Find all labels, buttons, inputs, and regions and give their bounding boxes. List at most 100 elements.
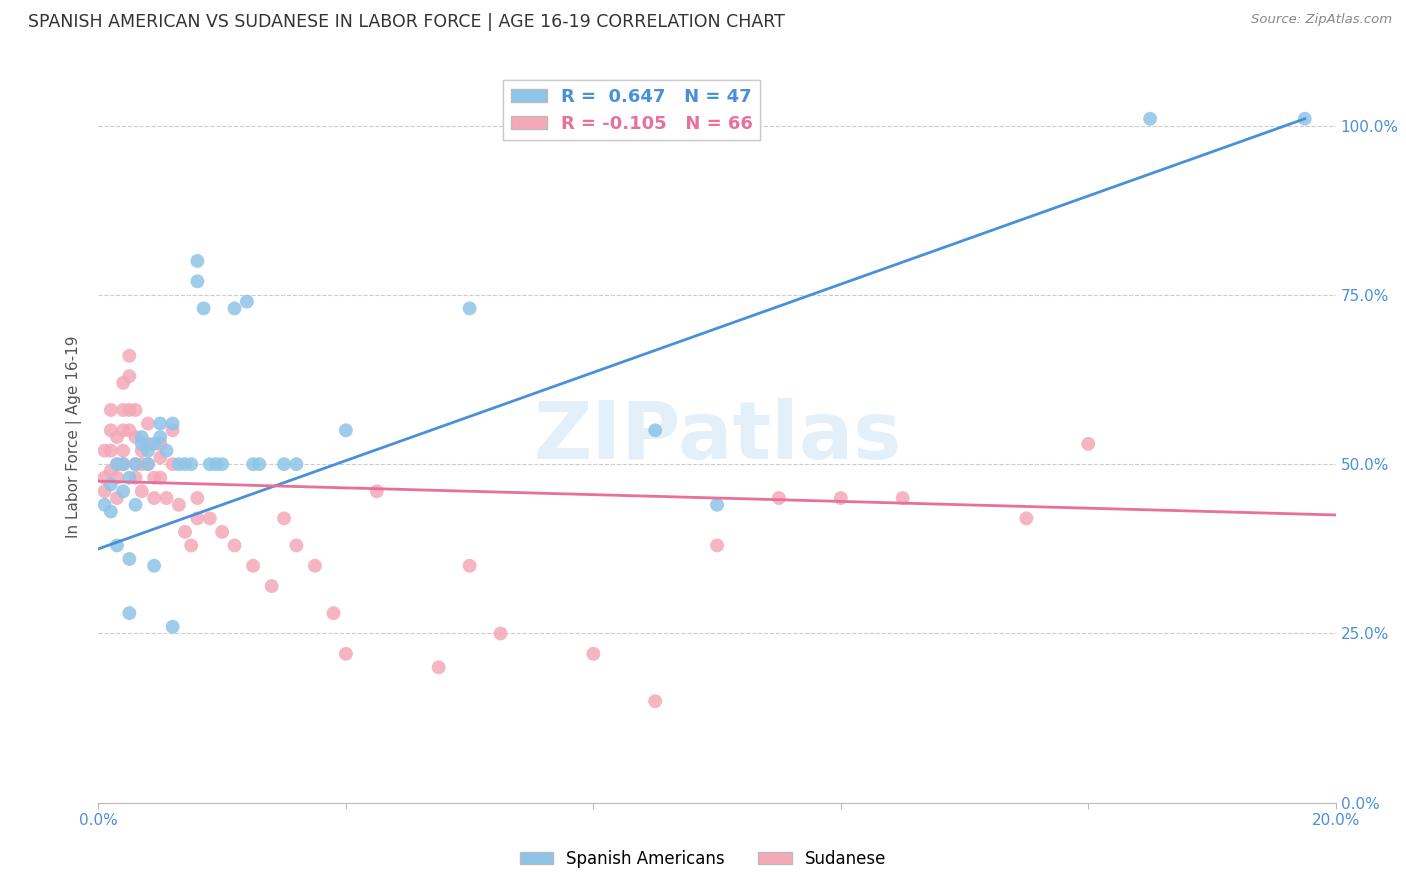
Point xyxy=(427,660,450,674)
Point xyxy=(124,498,146,512)
Point xyxy=(118,552,141,566)
Point xyxy=(224,301,246,316)
Point xyxy=(162,417,184,431)
Point xyxy=(143,491,166,505)
Point xyxy=(242,457,264,471)
Point xyxy=(489,626,512,640)
Point xyxy=(112,484,135,499)
Y-axis label: In Labor Force | Age 16-19: In Labor Force | Age 16-19 xyxy=(66,335,83,539)
Point xyxy=(105,491,128,505)
Point xyxy=(100,464,122,478)
Point xyxy=(186,254,208,268)
Point xyxy=(155,443,177,458)
Point xyxy=(131,484,153,499)
Point xyxy=(105,538,128,552)
Point xyxy=(124,457,146,471)
Point xyxy=(118,471,141,485)
Point xyxy=(136,437,159,451)
Point xyxy=(768,491,790,505)
Point xyxy=(131,430,153,444)
Point xyxy=(112,403,135,417)
Point xyxy=(180,538,202,552)
Point xyxy=(112,457,135,471)
Legend: R =  0.647   N = 47, R = -0.105   N = 66: R = 0.647 N = 47, R = -0.105 N = 66 xyxy=(503,80,761,140)
Point xyxy=(162,620,184,634)
Point xyxy=(644,694,666,708)
Point xyxy=(830,491,852,505)
Point xyxy=(273,511,295,525)
Point xyxy=(93,471,115,485)
Point xyxy=(100,423,122,437)
Point xyxy=(1077,437,1099,451)
Point xyxy=(118,606,141,620)
Point xyxy=(149,450,172,465)
Point xyxy=(155,491,177,505)
Point xyxy=(891,491,914,505)
Point xyxy=(162,457,184,471)
Point xyxy=(1139,112,1161,126)
Point xyxy=(224,538,246,552)
Point xyxy=(198,511,221,525)
Text: SPANISH AMERICAN VS SUDANESE IN LABOR FORCE | AGE 16-19 CORRELATION CHART: SPANISH AMERICAN VS SUDANESE IN LABOR FO… xyxy=(28,13,785,31)
Point xyxy=(100,443,122,458)
Point xyxy=(706,538,728,552)
Point xyxy=(124,403,146,417)
Point xyxy=(458,558,481,573)
Point xyxy=(93,484,115,499)
Point xyxy=(458,301,481,316)
Point xyxy=(136,443,159,458)
Point xyxy=(167,498,190,512)
Point xyxy=(335,647,357,661)
Point xyxy=(143,437,166,451)
Point xyxy=(112,443,135,458)
Point xyxy=(100,477,122,491)
Point xyxy=(118,349,141,363)
Text: Source: ZipAtlas.com: Source: ZipAtlas.com xyxy=(1251,13,1392,27)
Point xyxy=(198,457,221,471)
Point xyxy=(211,457,233,471)
Point xyxy=(131,457,153,471)
Point xyxy=(242,558,264,573)
Point xyxy=(100,403,122,417)
Point xyxy=(124,430,146,444)
Point xyxy=(167,457,190,471)
Point xyxy=(335,423,357,437)
Legend: Spanish Americans, Sudanese: Spanish Americans, Sudanese xyxy=(513,844,893,875)
Point xyxy=(322,606,344,620)
Point xyxy=(112,457,135,471)
Point xyxy=(180,457,202,471)
Point xyxy=(105,457,128,471)
Point xyxy=(93,498,115,512)
Point xyxy=(124,457,146,471)
Point xyxy=(366,484,388,499)
Point xyxy=(136,457,159,471)
Point xyxy=(186,274,208,288)
Point xyxy=(247,457,270,471)
Point xyxy=(143,471,166,485)
Point xyxy=(124,471,146,485)
Point xyxy=(131,437,153,451)
Point xyxy=(136,417,159,431)
Point xyxy=(105,430,128,444)
Point xyxy=(118,369,141,384)
Point xyxy=(186,491,208,505)
Point xyxy=(273,457,295,471)
Point xyxy=(582,647,605,661)
Point xyxy=(706,498,728,512)
Point xyxy=(143,558,166,573)
Point xyxy=(100,505,122,519)
Point xyxy=(1015,511,1038,525)
Point xyxy=(105,471,128,485)
Point xyxy=(118,403,141,417)
Point xyxy=(136,457,159,471)
Point xyxy=(105,457,128,471)
Text: ZIPatlas: ZIPatlas xyxy=(533,398,901,476)
Point xyxy=(236,294,259,309)
Point xyxy=(644,423,666,437)
Point xyxy=(149,430,172,444)
Point xyxy=(285,538,308,552)
Point xyxy=(149,471,172,485)
Point xyxy=(186,511,208,525)
Point xyxy=(211,524,233,539)
Point xyxy=(93,443,115,458)
